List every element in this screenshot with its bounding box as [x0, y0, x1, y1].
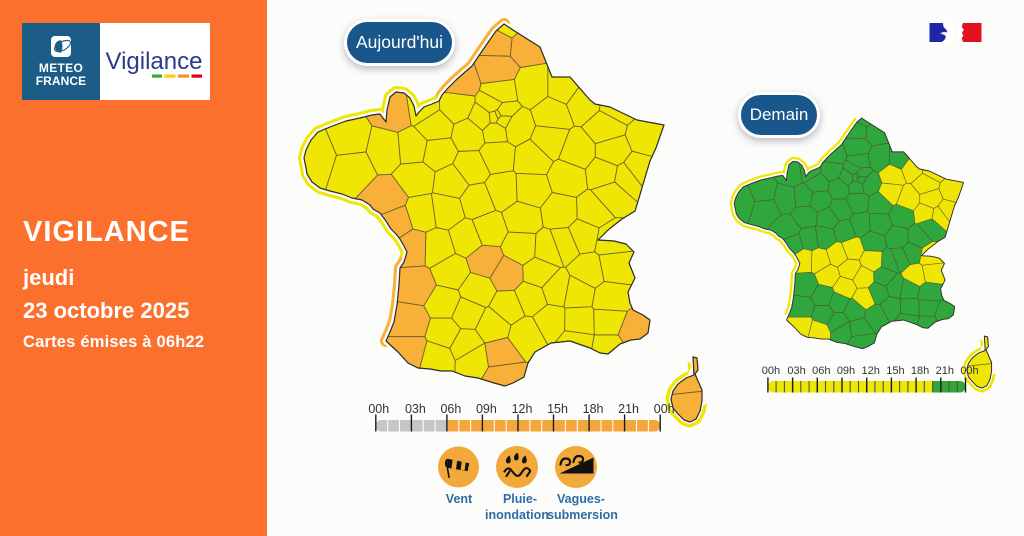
svg-text:03h: 03h [405, 402, 426, 416]
svg-text:12h: 12h [862, 365, 880, 377]
svg-text:18h: 18h [911, 365, 929, 377]
svg-text:09h: 09h [476, 402, 497, 416]
svg-text:00h: 00h [654, 402, 675, 416]
svg-text:12h: 12h [512, 402, 533, 416]
svg-text:06h: 06h [440, 402, 461, 416]
svg-text:00h: 00h [960, 365, 978, 377]
svg-text:03h: 03h [787, 365, 805, 377]
svg-text:06h: 06h [812, 365, 830, 377]
svg-text:09h: 09h [837, 365, 855, 377]
svg-text:21h: 21h [936, 365, 954, 377]
svg-text:METEO: METEO [39, 61, 83, 75]
svg-text:15h: 15h [547, 402, 568, 416]
svg-text:21h: 21h [618, 402, 639, 416]
svg-text:00h: 00h [762, 365, 780, 377]
svg-text:FRANCE: FRANCE [36, 74, 87, 88]
svg-text:Vigilance: Vigilance [106, 48, 203, 75]
svg-text:18h: 18h [583, 402, 604, 416]
svg-text:15h: 15h [886, 365, 904, 377]
svg-text:00h: 00h [368, 402, 389, 416]
